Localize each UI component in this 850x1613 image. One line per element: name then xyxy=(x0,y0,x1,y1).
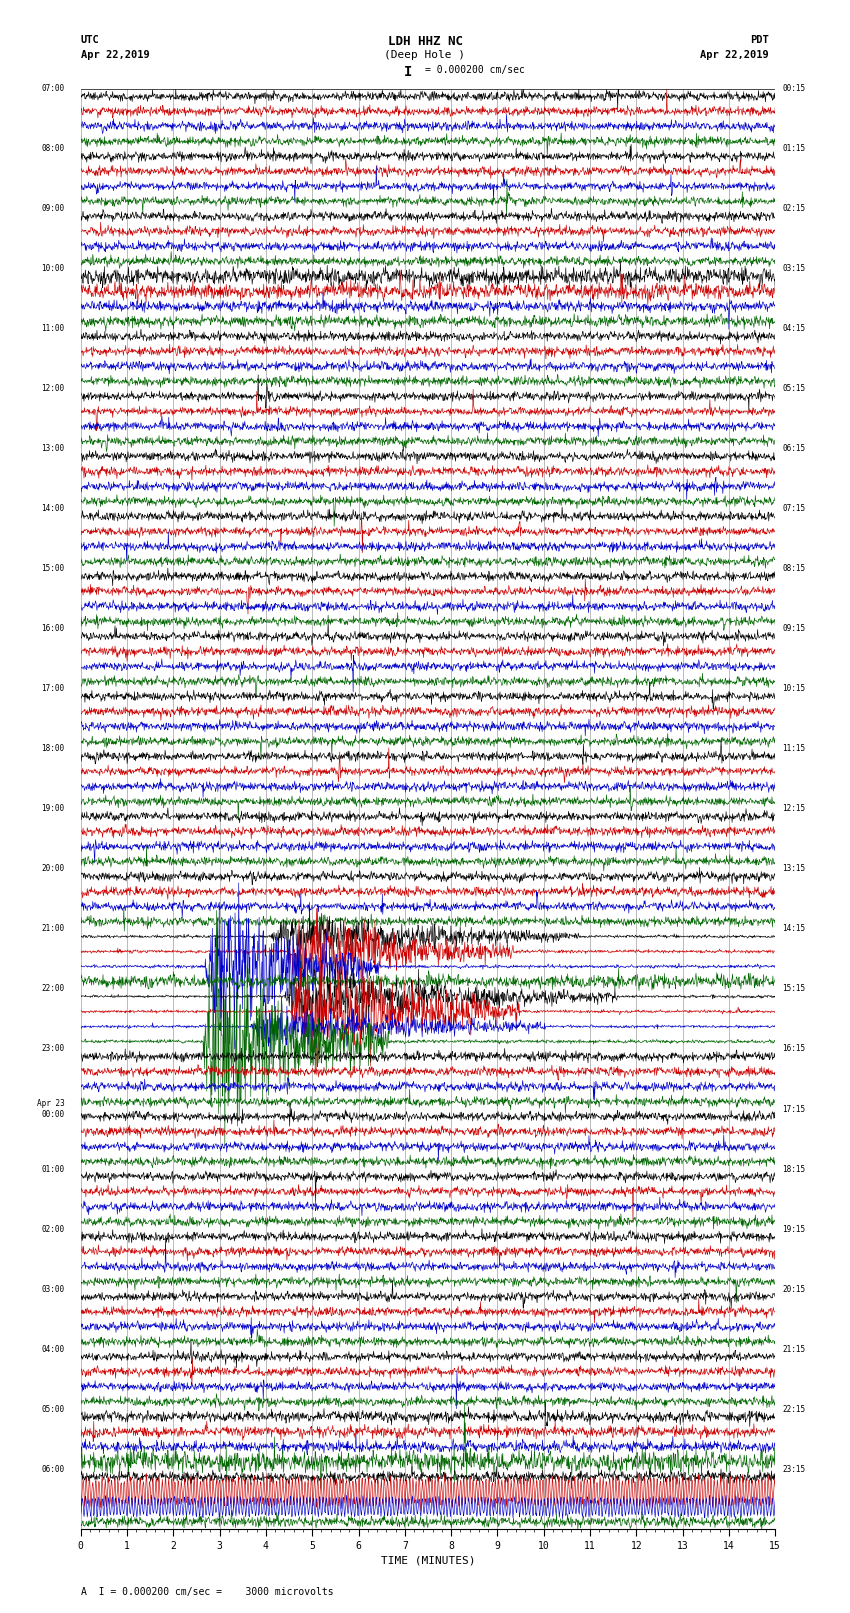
Text: 10:15: 10:15 xyxy=(782,684,805,694)
Text: 09:00: 09:00 xyxy=(42,205,65,213)
Text: 20:00: 20:00 xyxy=(42,865,65,873)
Text: 18:00: 18:00 xyxy=(42,745,65,753)
Text: 03:15: 03:15 xyxy=(782,265,805,273)
Text: Apr 23
00:00: Apr 23 00:00 xyxy=(37,1100,65,1119)
Text: 22:00: 22:00 xyxy=(42,984,65,994)
Text: 14:15: 14:15 xyxy=(782,924,805,934)
Text: 12:15: 12:15 xyxy=(782,805,805,813)
Text: 00:15: 00:15 xyxy=(782,84,805,94)
Text: I: I xyxy=(404,65,412,79)
Text: 09:15: 09:15 xyxy=(782,624,805,634)
Text: 07:15: 07:15 xyxy=(782,505,805,513)
Text: 23:15: 23:15 xyxy=(782,1465,805,1474)
Text: 15:15: 15:15 xyxy=(782,984,805,994)
Text: 17:15: 17:15 xyxy=(782,1105,805,1113)
Text: Apr 22,2019: Apr 22,2019 xyxy=(81,50,150,60)
Text: 08:00: 08:00 xyxy=(42,144,65,153)
Text: 05:15: 05:15 xyxy=(782,384,805,394)
Text: 20:15: 20:15 xyxy=(782,1284,805,1294)
Text: 16:00: 16:00 xyxy=(42,624,65,634)
Text: 04:15: 04:15 xyxy=(782,324,805,334)
X-axis label: TIME (MINUTES): TIME (MINUTES) xyxy=(381,1555,475,1565)
Text: 17:00: 17:00 xyxy=(42,684,65,694)
Text: 04:00: 04:00 xyxy=(42,1345,65,1353)
Text: 23:00: 23:00 xyxy=(42,1045,65,1053)
Text: A  I = 0.000200 cm/sec =    3000 microvolts: A I = 0.000200 cm/sec = 3000 microvolts xyxy=(81,1587,333,1597)
Text: 13:15: 13:15 xyxy=(782,865,805,873)
Text: LDH HHZ NC: LDH HHZ NC xyxy=(388,35,462,48)
Text: = 0.000200 cm/sec: = 0.000200 cm/sec xyxy=(425,65,524,74)
Text: 12:00: 12:00 xyxy=(42,384,65,394)
Text: 03:00: 03:00 xyxy=(42,1284,65,1294)
Text: 14:00: 14:00 xyxy=(42,505,65,513)
Text: 06:15: 06:15 xyxy=(782,444,805,453)
Text: 13:00: 13:00 xyxy=(42,444,65,453)
Text: 21:00: 21:00 xyxy=(42,924,65,934)
Text: (Deep Hole ): (Deep Hole ) xyxy=(384,50,466,60)
Text: 02:00: 02:00 xyxy=(42,1224,65,1234)
Text: UTC: UTC xyxy=(81,35,99,45)
Text: 18:15: 18:15 xyxy=(782,1165,805,1174)
Text: 21:15: 21:15 xyxy=(782,1345,805,1353)
Text: 19:00: 19:00 xyxy=(42,805,65,813)
Text: 08:15: 08:15 xyxy=(782,565,805,573)
Text: Apr 22,2019: Apr 22,2019 xyxy=(700,50,769,60)
Text: 11:15: 11:15 xyxy=(782,745,805,753)
Text: 11:00: 11:00 xyxy=(42,324,65,334)
Text: 07:00: 07:00 xyxy=(42,84,65,94)
Text: 01:15: 01:15 xyxy=(782,144,805,153)
Text: 15:00: 15:00 xyxy=(42,565,65,573)
Text: 05:00: 05:00 xyxy=(42,1405,65,1413)
Text: 22:15: 22:15 xyxy=(782,1405,805,1413)
Text: 10:00: 10:00 xyxy=(42,265,65,273)
Text: 16:15: 16:15 xyxy=(782,1045,805,1053)
Text: PDT: PDT xyxy=(751,35,769,45)
Text: 19:15: 19:15 xyxy=(782,1224,805,1234)
Text: 02:15: 02:15 xyxy=(782,205,805,213)
Text: 06:00: 06:00 xyxy=(42,1465,65,1474)
Text: 01:00: 01:00 xyxy=(42,1165,65,1174)
